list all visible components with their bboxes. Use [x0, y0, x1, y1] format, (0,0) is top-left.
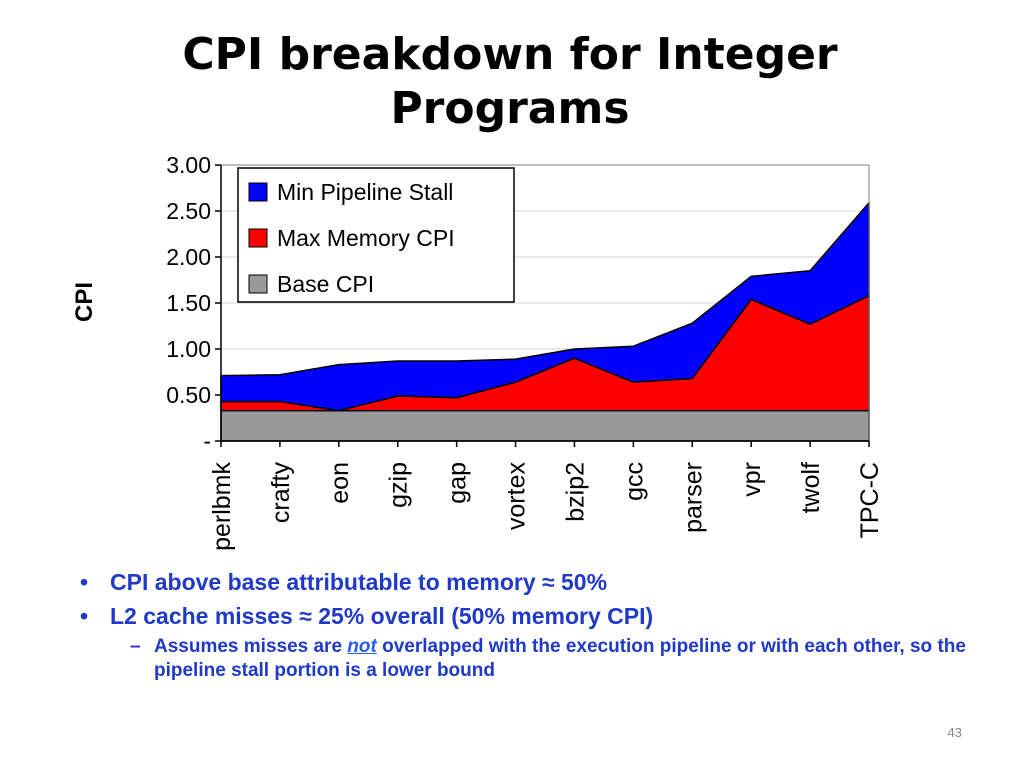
x-tick-label: vpr: [738, 462, 766, 497]
legend-swatch: [248, 228, 268, 248]
x-tick-label: bzip2: [561, 462, 589, 522]
x-tick-label: crafty: [267, 462, 295, 524]
bullet-item: • CPI above base attributable to memory ≈…: [80, 567, 980, 597]
y-tick-label: 0.50: [166, 382, 211, 408]
x-tick-label: perlbmk: [208, 462, 236, 551]
sub-bullet-emphasis: not: [347, 636, 377, 657]
x-tick-label: parser: [679, 462, 707, 533]
bullet-list: • CPI above base attributable to memory ≈…: [80, 565, 980, 683]
sub-bullet-dash: –: [130, 636, 141, 657]
bullet-item: • L2 cache misses ≈ 25% overall (50% memo…: [80, 601, 980, 631]
legend-label: Max Memory CPI: [277, 225, 455, 251]
y-tick-label: 3.00: [166, 152, 211, 178]
bullet-text: L2 cache misses ≈ 25% overall (50% memor…: [110, 603, 654, 629]
x-tick-label: gap: [444, 462, 472, 504]
y-tick-labels: - 0.50 1.00 1.50 2.00 2.50 3.00: [166, 152, 211, 454]
sub-bullet-text-before: Assumes misses are: [154, 636, 348, 657]
slide-number: 43: [947, 725, 962, 740]
bullet-dot: •: [80, 603, 89, 629]
y-tick-label: 2.50: [166, 198, 211, 224]
y-axis-label: CPI: [71, 282, 98, 322]
x-tick-label: twolf: [797, 462, 825, 513]
chart-legend: Min Pipeline Stall Max Memory CPI Base CPI: [237, 167, 515, 303]
slide-title: CPI breakdown for Integer Programs: [182, 29, 838, 134]
y-tick-label: -: [203, 428, 211, 454]
x-tick-label: TPC-C: [856, 462, 884, 538]
x-tick-label: gcc: [620, 462, 648, 501]
area-base-cpi: [220, 409, 870, 442]
bullet-dot: •: [80, 569, 89, 595]
stacked-areas: [220, 201, 870, 442]
sub-bullet-text-after: overlapped with the execution pipeline o…: [154, 636, 966, 681]
legend-swatch: [248, 274, 268, 294]
y-tick-label: 1.50: [166, 290, 211, 316]
legend-label: Base CPI: [277, 271, 374, 297]
x-tick-label: eon: [326, 462, 354, 504]
legend-box: [237, 167, 515, 303]
cpi-area-chart: - 0.50 1.00 1.50 2.00 2.50 3.00 perlbmk crafty e…: [71, 152, 884, 551]
legend-swatch: [248, 182, 268, 202]
x-tick-label: vortex: [503, 462, 531, 531]
x-tick-labels: perlbmk crafty eon gzip gap vortex bzip2 gcc par…: [208, 462, 884, 551]
axes: [215, 164, 870, 447]
sub-bullet-item: – Assumes misses are not overlapped with …: [130, 635, 980, 683]
bullet-text: CPI above base attributable to memory ≈ …: [110, 569, 608, 595]
y-tick-label: 2.00: [166, 244, 211, 270]
legend-label: Min Pipeline Stall: [277, 179, 453, 205]
y-tick-label: 1.00: [166, 336, 211, 362]
x-tick-label: gzip: [385, 462, 413, 508]
